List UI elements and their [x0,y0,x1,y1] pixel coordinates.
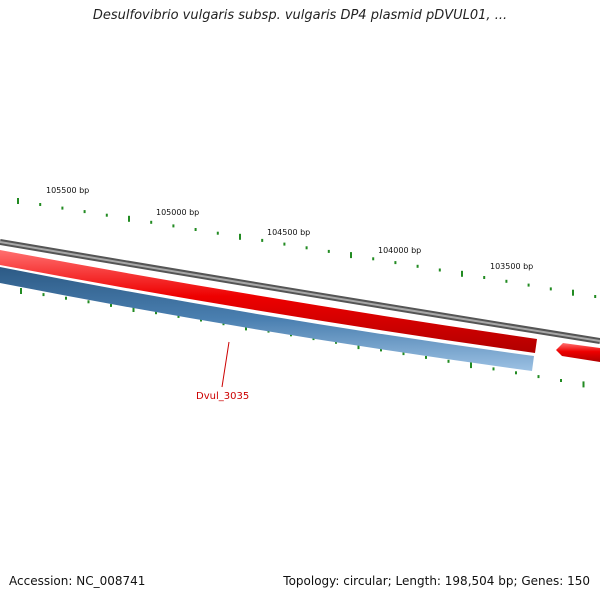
outer-tick [549,287,552,291]
tick-label-105500: 105500 bp [46,186,89,195]
inner-tick [402,352,405,356]
outer-tick [527,283,530,287]
tick-label-103500: 103500 bp [490,262,533,271]
inner-tick [537,375,540,379]
outer-tick [594,295,597,298]
accession-text: Accession: NC_008741 [9,574,146,588]
outer-tick [61,206,64,210]
inner-tick [65,296,67,300]
outer-tick [128,215,130,222]
outer-tick [39,203,42,206]
outer-tick [239,233,241,240]
inner-tick [447,359,450,363]
inner-tick [42,293,45,297]
outer-tick [372,257,375,261]
inner-tick [177,314,180,318]
outer-tick [327,249,330,253]
outer-tick [572,289,574,296]
tick-label-104500: 104500 bp [267,228,310,237]
outer-tick [505,279,508,283]
topology-summary: Topology: circular; Length: 198,504 bp; … [283,574,590,588]
forward-gene-arc[interactable] [0,250,537,353]
gene-label-leader [221,341,230,388]
forward-gene-arrow[interactable] [556,343,600,362]
inner-tick [110,303,112,307]
outer-tick [17,198,19,204]
outer-tick [438,268,441,272]
tick-label-104000: 104000 bp [378,246,421,255]
inner-tick [425,355,427,359]
outer-tick [350,252,352,259]
outer-tick [83,210,86,214]
reverse-gene-arc[interactable] [0,267,534,371]
outer-tick [283,242,286,246]
inner-tick [492,367,495,371]
outer-tick [261,238,264,242]
outer-tick [305,246,308,250]
inner-tick [560,379,562,382]
gene-label-dvul-3035[interactable]: Dvul_3035 [196,391,249,402]
inner-tick [155,311,157,315]
inner-tick [582,381,585,388]
backbone-highlight [0,241,600,342]
inner-tick [20,288,22,294]
inner-tick [357,343,360,350]
outer-tick [461,270,463,277]
map-title: Desulfovibrio vulgaris subsp. vulgaris D… [92,8,508,23]
tick-label-105000: 105000 bp [156,208,199,217]
outer-tick [150,220,153,224]
outer-tick [194,228,197,231]
outer-tick [394,261,397,265]
outer-tick [105,213,108,217]
inner-tick [470,362,472,369]
outer-tick [216,231,219,235]
inner-tick [380,348,382,352]
outer-tick-marks [17,198,597,298]
inner-tick [87,300,90,304]
outer-tick [483,276,486,279]
inner-tick [515,371,517,375]
inner-tick [132,306,135,312]
outer-tick [416,264,419,268]
outer-tick [172,224,175,228]
